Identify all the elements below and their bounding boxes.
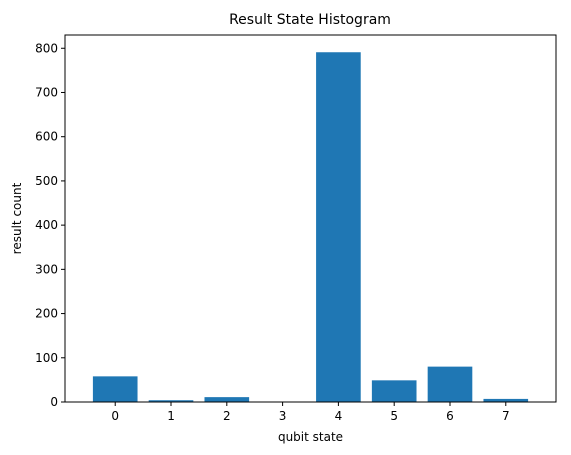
y-tick-label: 100	[35, 351, 58, 365]
bar-2	[204, 397, 250, 402]
bar-1	[148, 400, 194, 402]
y-tick-label: 500	[35, 174, 58, 188]
x-tick-label: 0	[111, 409, 119, 423]
bar-6	[427, 366, 473, 402]
x-axis-label: qubit state	[278, 430, 343, 444]
x-tick-label: 3	[279, 409, 287, 423]
y-tick-label: 600	[35, 130, 58, 144]
y-tick-label: 400	[35, 218, 58, 232]
y-tick-label: 700	[35, 85, 58, 99]
y-tick-label: 200	[35, 307, 58, 321]
plot-frame	[64, 34, 557, 403]
y-tick-label: 0	[50, 395, 58, 409]
bar-0	[92, 376, 138, 402]
y-tick-label: 300	[35, 262, 58, 276]
chart-title: Result State Histogram	[229, 12, 391, 28]
bars-group	[92, 52, 529, 403]
y-axis-ticks: 0 100 200 300 400 500 600 700 800	[35, 41, 65, 409]
x-tick-label: 4	[335, 409, 343, 423]
x-tick-label: 6	[446, 409, 454, 423]
y-axis-label: result count	[10, 182, 24, 254]
bar-7	[483, 398, 529, 402]
x-tick-label: 5	[390, 409, 398, 423]
x-axis-ticks: 0 1 2 3 4 5 6 7	[111, 402, 510, 423]
bar-4	[316, 52, 361, 403]
x-tick-label: 1	[167, 409, 175, 423]
x-tick-label: 2	[223, 409, 231, 423]
y-tick-label: 800	[35, 41, 58, 55]
x-tick-label: 7	[502, 409, 510, 423]
bar-5	[371, 380, 417, 402]
